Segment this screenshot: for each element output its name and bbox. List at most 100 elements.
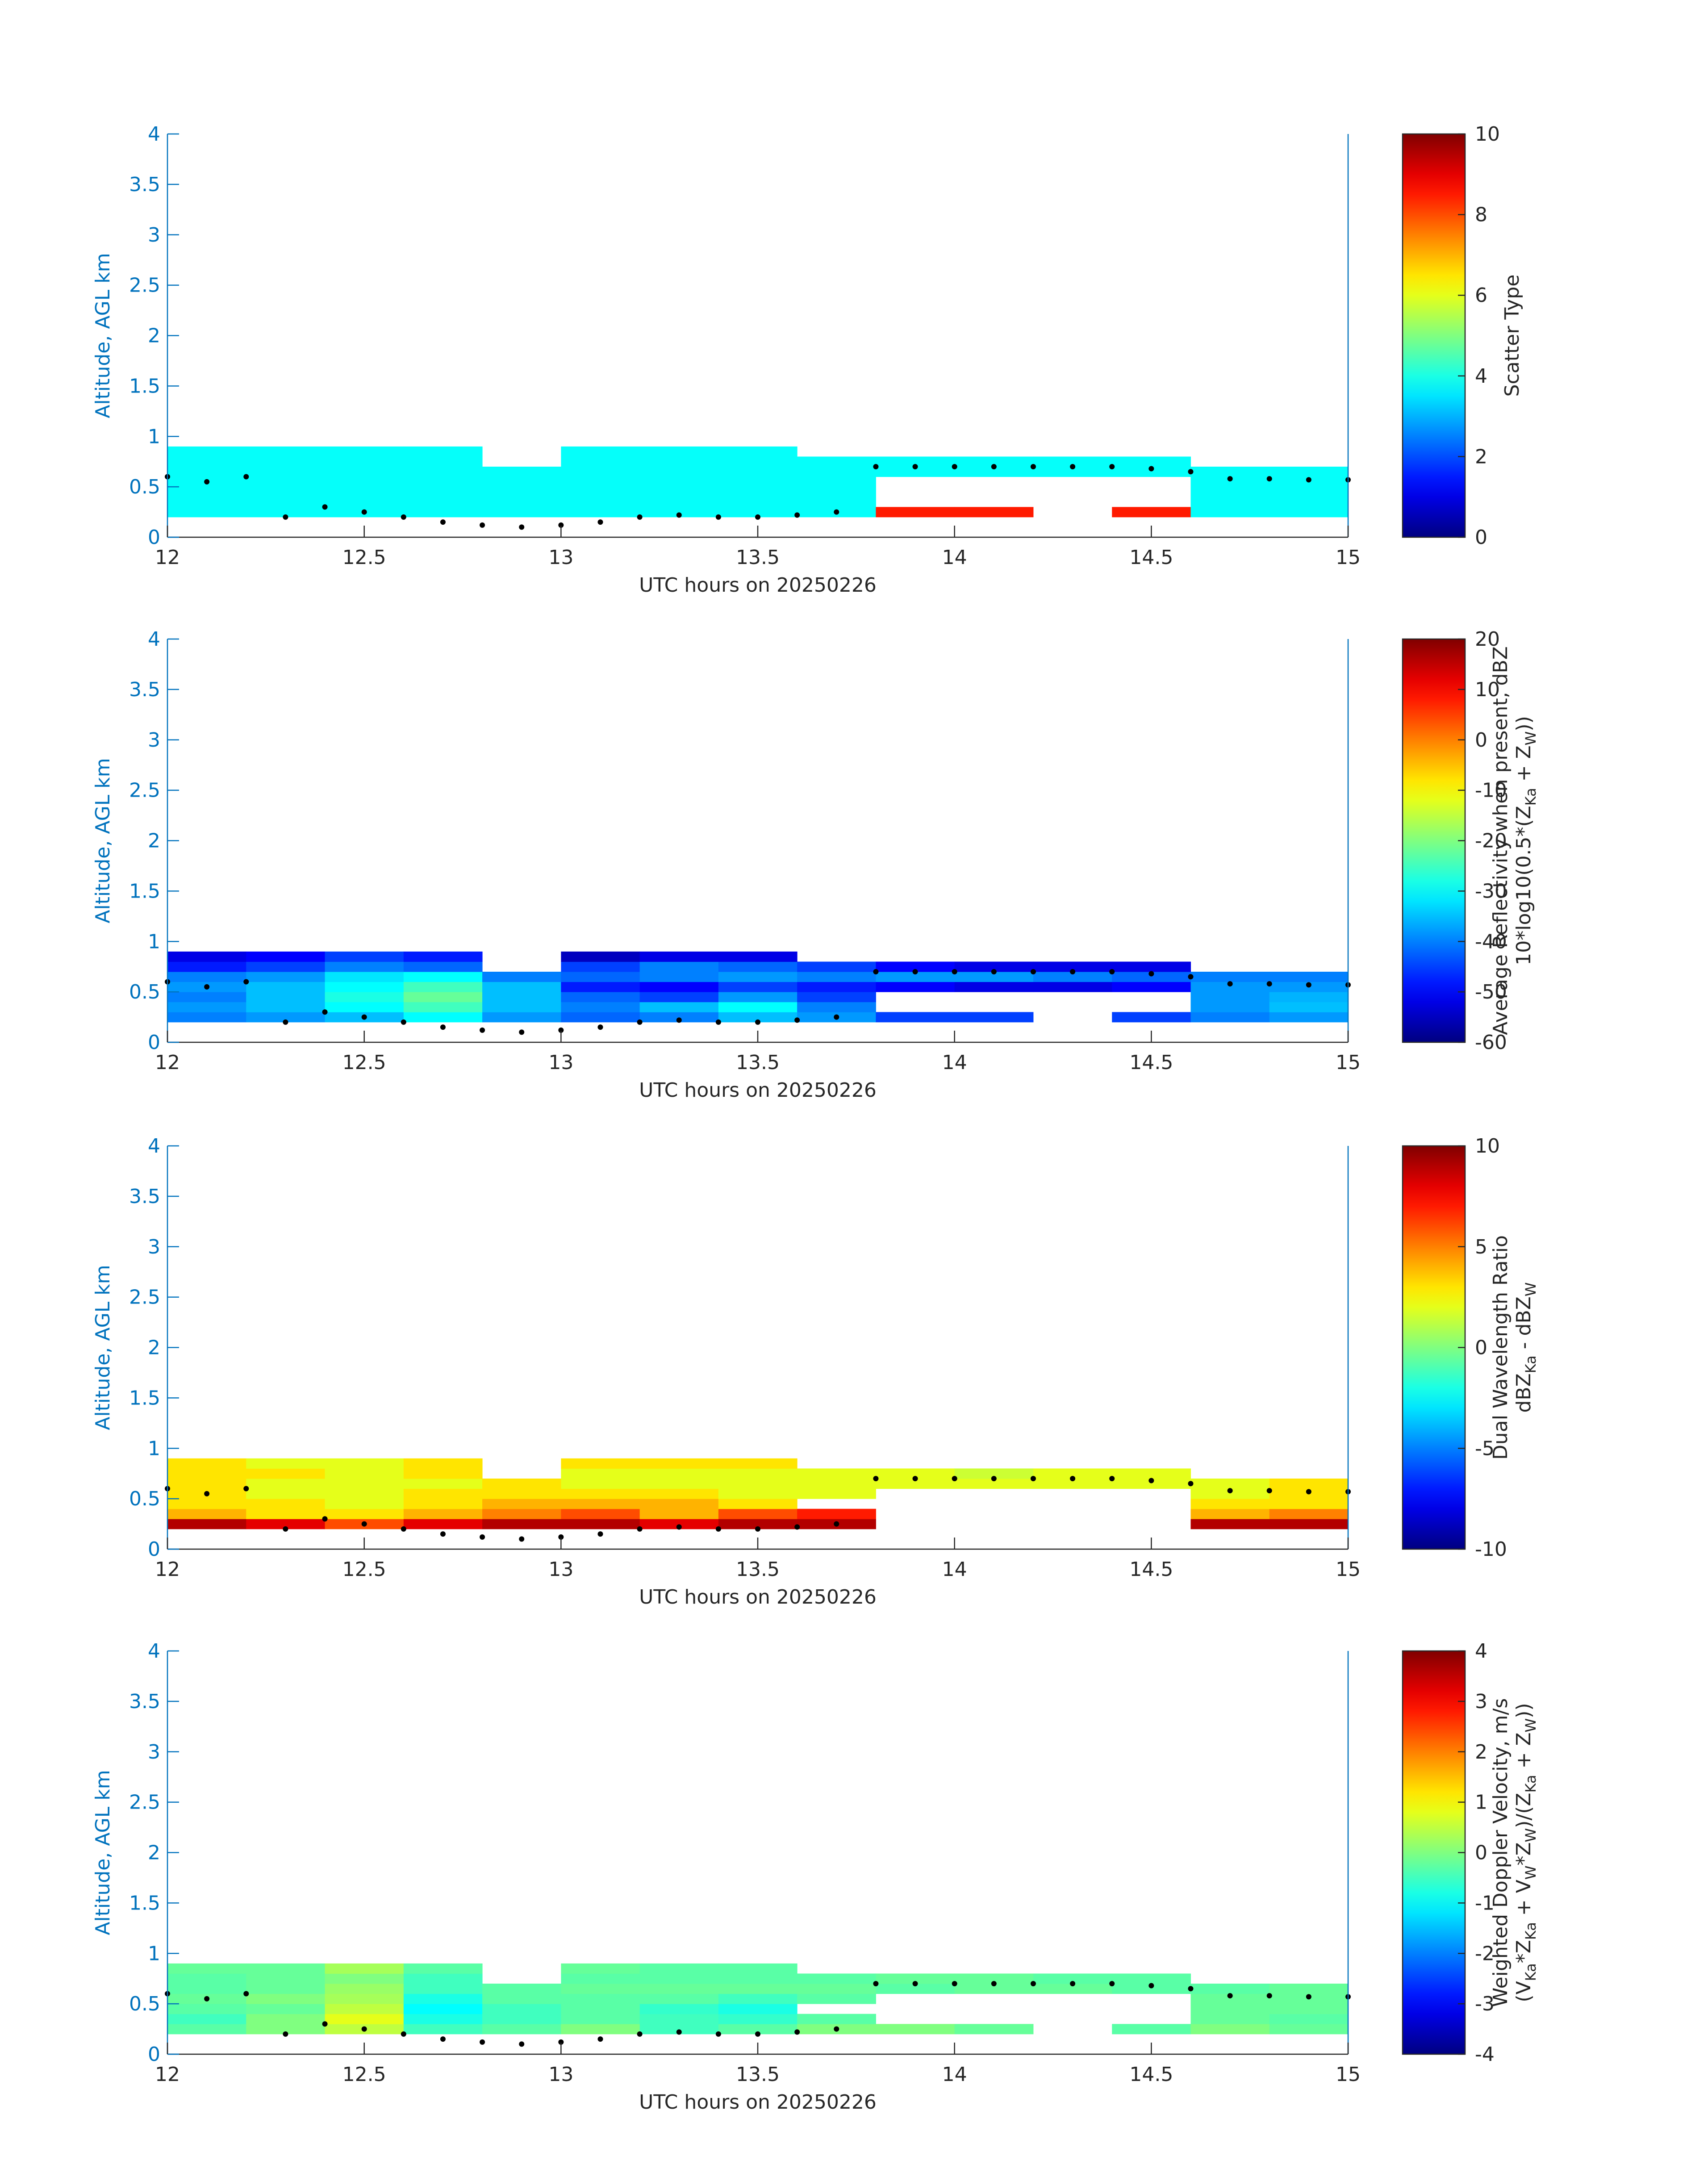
heat-cell — [718, 2004, 798, 2014]
heat-cell — [167, 446, 246, 457]
dot — [794, 2029, 800, 2035]
dot — [1188, 974, 1194, 980]
heat-cell — [561, 1478, 640, 1489]
colorbar-tick-label: -40 — [1475, 930, 1507, 953]
colorbar-tick-label: 10 — [1475, 123, 1500, 146]
dot — [952, 1981, 957, 1986]
heat-cell — [403, 507, 483, 518]
heat-cell — [1269, 507, 1349, 518]
heat-cell — [246, 1499, 326, 1509]
colorbar-tick-label: -20 — [1475, 830, 1507, 852]
heat-cell — [876, 1983, 955, 1994]
dot — [597, 519, 603, 525]
dot — [794, 1524, 800, 1530]
heat-cell — [167, 507, 246, 518]
heat-cell — [403, 466, 483, 477]
heat-cell — [1033, 982, 1112, 992]
heat-cell — [561, 971, 640, 982]
y-tick-label: 1 — [148, 1942, 160, 1965]
heat-cell — [403, 1983, 483, 1994]
heat-cell — [167, 971, 246, 982]
heat-cell — [167, 1963, 246, 1974]
heat-cell — [639, 507, 719, 518]
heat-cell — [1190, 1478, 1270, 1489]
heat-cell — [718, 982, 798, 992]
heat-cell — [1190, 487, 1270, 497]
dot — [204, 479, 210, 485]
dot — [755, 1526, 760, 1532]
heat-cell — [246, 951, 326, 962]
heat-cell — [482, 971, 561, 982]
heat-cell — [718, 1002, 798, 1012]
heat-cell — [561, 1983, 640, 1994]
dot — [952, 969, 957, 974]
dot — [440, 2036, 446, 2042]
colorbar-tick-label: 10 — [1475, 678, 1500, 701]
heat-cell — [718, 446, 798, 457]
heat-cell — [561, 1499, 640, 1509]
label-part: *Z — [1512, 1842, 1535, 1865]
dot — [715, 2031, 721, 2037]
heat-cell — [797, 1468, 876, 1479]
dot — [401, 514, 406, 520]
dot — [991, 464, 997, 469]
heat-cell — [797, 1983, 876, 1994]
heat-cell — [718, 1458, 798, 1469]
heat-cell — [1269, 1478, 1349, 1489]
heat-cell — [325, 1458, 404, 1469]
label-part: Scatter Type — [1501, 275, 1524, 397]
heat-cell — [403, 1963, 483, 1974]
heat-cell — [718, 1468, 798, 1479]
heat-cell — [403, 1993, 483, 2004]
dot — [519, 524, 525, 530]
dot — [519, 1536, 525, 1542]
heat-cell — [561, 992, 640, 1003]
x-tick-label: 12.5 — [342, 2063, 386, 2086]
heat-cell — [1112, 1973, 1191, 1984]
label-part: Weighted Doppler Velocity, m/s — [1489, 1698, 1512, 2007]
x-tick-label: 14 — [942, 2063, 967, 2086]
dot — [1266, 1488, 1272, 1494]
colorbar-label: Weighted Doppler Velocity, m/s — [1489, 1698, 1512, 2007]
y-tick-label: 2.5 — [129, 1791, 160, 1814]
heat-cell — [1190, 2004, 1270, 2014]
heat-cell — [561, 1993, 640, 2004]
dot — [597, 2036, 603, 2042]
heat-cell — [876, 1468, 955, 1479]
dot — [401, 1019, 406, 1025]
label-part: - dBZ — [1512, 1296, 1535, 1355]
heat-cell — [482, 1488, 561, 1499]
heat-cell — [1190, 1983, 1270, 1994]
label-part: *Z — [1512, 1940, 1535, 1963]
heat-cell — [797, 1002, 876, 1012]
heat-cell — [1269, 992, 1349, 1003]
dot — [1227, 476, 1233, 482]
dot — [322, 1009, 328, 1015]
heat-cell — [482, 1499, 561, 1509]
y-tick-label: 2 — [148, 1842, 160, 1864]
heat-cell — [1112, 1983, 1191, 1994]
heat-cell — [954, 2024, 1034, 2035]
heat-cell — [246, 1458, 326, 1469]
heat-cell — [1190, 2014, 1270, 2024]
heat-cell — [639, 992, 719, 1003]
heat-cell — [167, 1519, 246, 1529]
dot — [597, 1531, 603, 1537]
heat-cell — [639, 487, 719, 497]
heat-cell — [561, 2024, 640, 2035]
dot — [834, 509, 839, 515]
x-tick-label: 13 — [548, 1051, 573, 1074]
y-tick-label: 4 — [148, 1640, 160, 1663]
colorbar-label: Dual Wavelength Ratio — [1489, 1235, 1512, 1460]
dot — [558, 1534, 564, 1540]
heat-cell — [246, 961, 326, 972]
label-part: + Z — [1512, 1732, 1535, 1775]
heat-cell — [325, 961, 404, 972]
heat-cell — [167, 1012, 246, 1023]
label-subscript: Ka — [1522, 788, 1539, 806]
dot — [1070, 1475, 1076, 1481]
heat-cell — [325, 2004, 404, 2014]
y-tick-label: 3 — [148, 1236, 160, 1258]
y-tick-label: 2 — [148, 830, 160, 852]
